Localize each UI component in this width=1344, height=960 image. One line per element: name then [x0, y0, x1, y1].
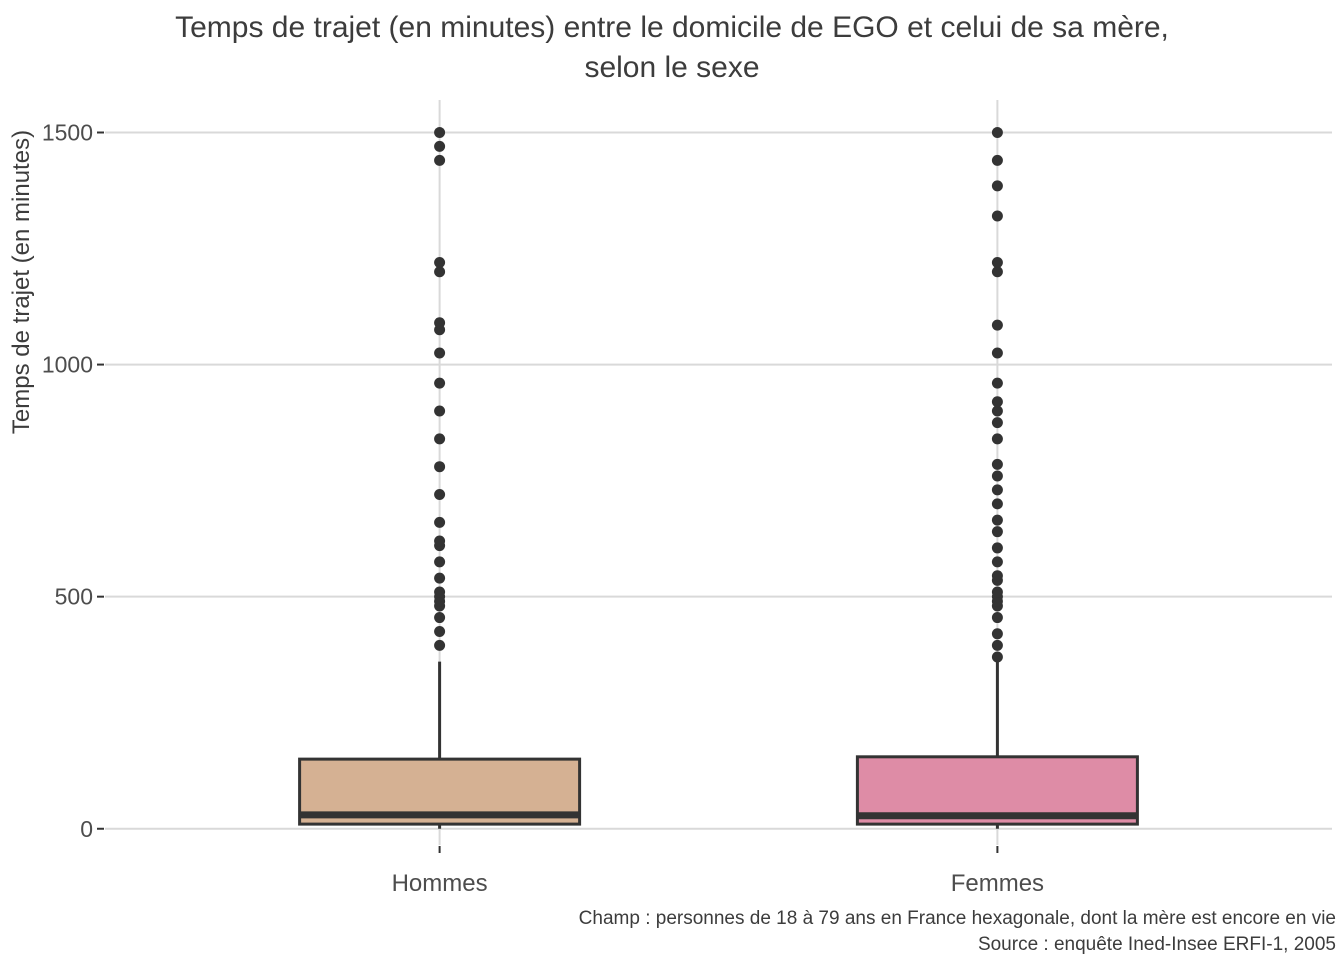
chart-caption: Champ : personnes de 18 à 79 ans en Fran… [579, 906, 1336, 958]
outlier-point-hommes-1090 [434, 317, 446, 329]
outlier-point-femmes-545 [991, 570, 1003, 582]
outlier-point-femmes-605 [991, 542, 1003, 554]
caption-source: Source : enquête Ined-Insee ERFI-1, 2005 [977, 934, 1336, 955]
outlier-point-femmes-395 [991, 639, 1003, 651]
outlier-point-hommes-1500 [434, 126, 446, 138]
outlier-point-femmes-785 [991, 458, 1003, 470]
outlier-point-hommes-1200 [434, 266, 446, 278]
x-tick-label-hommes: Hommes [392, 870, 488, 897]
y-tick-label-1500: 1500 [42, 119, 93, 145]
outlier-point-femmes-960 [991, 377, 1003, 389]
outlier-point-hommes-455 [434, 612, 446, 624]
outlier-point-hommes-425 [434, 625, 446, 637]
outlier-point-hommes-840 [434, 433, 446, 445]
outlier-point-femmes-900 [991, 405, 1003, 417]
y-tick-label-1000: 1000 [42, 352, 93, 378]
outlier-point-hommes-540 [434, 572, 446, 584]
outlier-point-femmes-420 [991, 628, 1003, 640]
outlier-point-hommes-720 [434, 489, 446, 501]
outlier-point-femmes-1320 [991, 210, 1003, 222]
outlier-point-femmes-1220 [991, 256, 1003, 268]
outlier-point-femmes-840 [991, 433, 1003, 445]
outlier-point-femmes-1085 [991, 319, 1003, 331]
outlier-point-hommes-510 [434, 586, 446, 598]
outlier-point-hommes-1025 [434, 347, 446, 359]
outlier-point-hommes-900 [434, 405, 446, 417]
y-tick-label-0: 0 [80, 816, 93, 842]
chart-title-line-1: Temps de trajet (en minutes) entre le do… [175, 11, 1169, 44]
outlier-point-femmes-920 [991, 396, 1003, 408]
outlier-point-femmes-1025 [991, 347, 1003, 359]
chart-title: Temps de trajet (en minutes) entre le do… [0, 8, 1344, 88]
outlier-point-hommes-780 [434, 461, 446, 473]
outlier-point-femmes-875 [991, 417, 1003, 429]
outlier-point-hommes-1440 [434, 154, 446, 166]
outlier-point-hommes-575 [434, 556, 446, 568]
outlier-point-femmes-1440 [991, 154, 1003, 166]
y-tick-label-500: 500 [55, 584, 93, 610]
outlier-point-femmes-700 [991, 498, 1003, 510]
outlier-point-femmes-640 [991, 526, 1003, 538]
x-tick-label-femmes: Femmes [951, 870, 1044, 897]
outlier-point-hommes-1470 [434, 140, 446, 152]
outlier-point-femmes-1500 [991, 126, 1003, 138]
outlier-point-femmes-455 [991, 612, 1003, 624]
outlier-point-femmes-510 [991, 586, 1003, 598]
caption-champ: Champ : personnes de 18 à 79 ans en Fran… [578, 908, 1336, 929]
chart-title-line-2: selon le sexe [584, 51, 760, 84]
outlier-point-hommes-660 [434, 516, 446, 528]
outlier-point-femmes-370 [991, 651, 1003, 663]
outlier-point-hommes-1220 [434, 256, 446, 268]
outlier-point-hommes-395 [434, 639, 446, 651]
outlier-point-hommes-960 [434, 377, 446, 389]
outlier-point-femmes-1385 [991, 180, 1003, 192]
outlier-point-femmes-760 [991, 470, 1003, 482]
outlier-point-femmes-665 [991, 514, 1003, 526]
outlier-point-femmes-730 [991, 484, 1003, 496]
outlier-point-hommes-620 [434, 535, 446, 547]
outlier-point-femmes-575 [991, 556, 1003, 568]
outlier-point-femmes-1200 [991, 266, 1003, 278]
